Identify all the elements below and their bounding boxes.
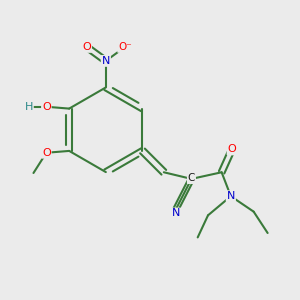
Text: O: O	[82, 42, 91, 52]
Text: H: H	[25, 102, 33, 112]
Text: O: O	[42, 102, 51, 112]
Text: O: O	[42, 148, 51, 158]
Text: N: N	[102, 56, 110, 66]
Text: O: O	[228, 144, 236, 154]
Text: C: C	[188, 173, 195, 183]
Text: N: N	[226, 191, 235, 201]
Text: O⁻: O⁻	[118, 42, 132, 52]
Text: N: N	[172, 208, 180, 218]
